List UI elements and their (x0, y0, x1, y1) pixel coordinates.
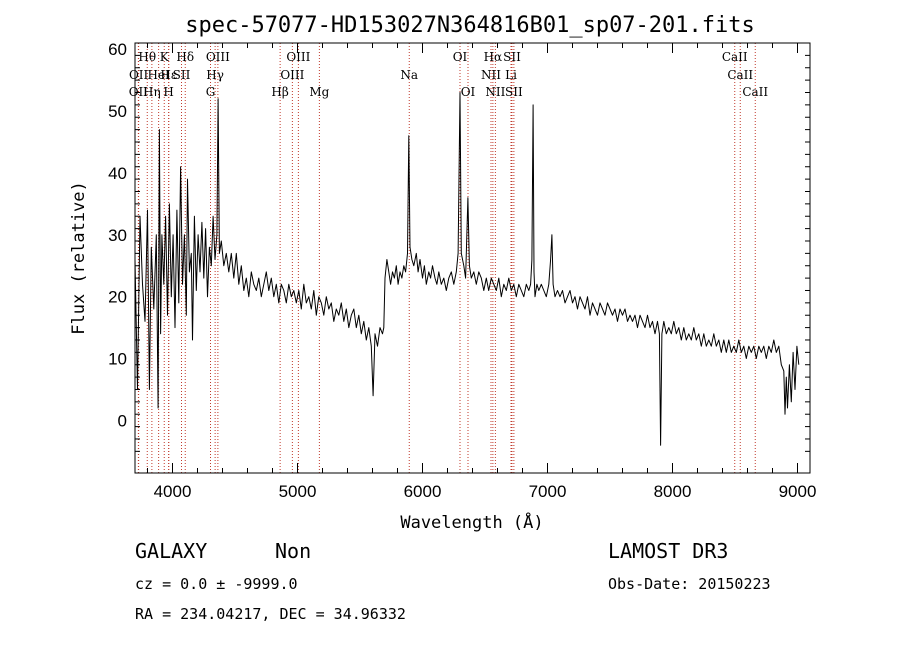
spectrum-series (134, 92, 800, 446)
spectral-line-label: H (163, 85, 173, 99)
spectral-line-label: OI (461, 85, 476, 99)
redshift-cz: cz = 0.0 ± -9999.0 (135, 575, 298, 593)
x-tick-label: 5000 (279, 482, 317, 501)
spectral-line-label: SII (505, 85, 523, 99)
observation-date: Obs-Date: 20150223 (608, 575, 771, 593)
y-tick-label: 10 (108, 350, 127, 369)
spectral-line-label: Hγ (206, 68, 224, 82)
spectral-line-label: NII (485, 85, 505, 99)
spectral-line-label: Mg (309, 85, 329, 99)
y-tick-label: 30 (108, 226, 127, 245)
y-tick-label: 40 (108, 164, 127, 183)
x-tick-label: 4000 (154, 482, 192, 501)
spectral-line-label: Hβ (271, 85, 288, 99)
spectral-line-label: SII (173, 68, 191, 82)
spectral-line-label: NII (481, 68, 501, 82)
spectral-line-label: Li (505, 68, 517, 82)
spectral-line-label: Hα (484, 50, 503, 64)
survey-name: LAMOST DR3 (608, 539, 728, 563)
spectral-line-label: Hθ (138, 50, 156, 64)
spectral-line-label: K (160, 50, 170, 64)
spectral-line-label: SII (503, 50, 521, 64)
spectral-line-label: CaII (742, 85, 768, 99)
y-axis-label: Flux (relative) (69, 181, 89, 335)
y-tick-label: 20 (108, 288, 127, 307)
object-class: GALAXY (135, 539, 207, 563)
spectrum-line (134, 92, 800, 446)
spectral-line-label: Hη (143, 85, 161, 99)
spectral-line-label: OI (453, 50, 468, 64)
x-tick-label: 9000 (779, 482, 817, 501)
spectral-line-label: OIII (206, 50, 230, 64)
spectral-line-label: OII (129, 68, 149, 82)
x-axis: 4000 5000 6000 7000 8000 9000 (147, 43, 817, 501)
object-subclass: Non (275, 539, 311, 563)
spectral-line-labels: OII OII Hθ Hη HeI K H Hε Hδ SII G Hγ OIII Hβ OIII OIII M… (129, 50, 769, 99)
spectral-line-label: Hδ (176, 50, 194, 64)
x-tick-label: 6000 (404, 482, 442, 501)
chart-title: spec-57077-HD153027N364816B01_sp07-201.f… (185, 13, 755, 38)
spectral-line-label: HeI (147, 68, 170, 82)
spectral-line-label: OIII (286, 50, 310, 64)
y-axis: 0 10 20 30 40 50 60 (108, 40, 810, 452)
spectral-line-label: Na (400, 68, 418, 82)
spectral-line-label: OII (129, 85, 149, 99)
spectral-line-label: CaII (727, 68, 753, 82)
x-tick-label: 7000 (529, 482, 567, 501)
y-tick-label: 50 (108, 102, 127, 121)
ra-dec-coords: RA = 234.04217, DEC = 34.96332 (135, 605, 406, 623)
x-axis-label: Wavelength (Å) (400, 511, 543, 533)
spectral-line-label: OIII (280, 68, 304, 82)
spectral-line-label: Hε (160, 68, 177, 82)
x-tick-label: 8000 (654, 482, 692, 501)
spectral-line-label: CaII (722, 50, 748, 64)
spectral-line-label: G (206, 85, 216, 99)
y-tick-label: 60 (108, 40, 127, 59)
y-tick-label: 0 (118, 411, 127, 430)
